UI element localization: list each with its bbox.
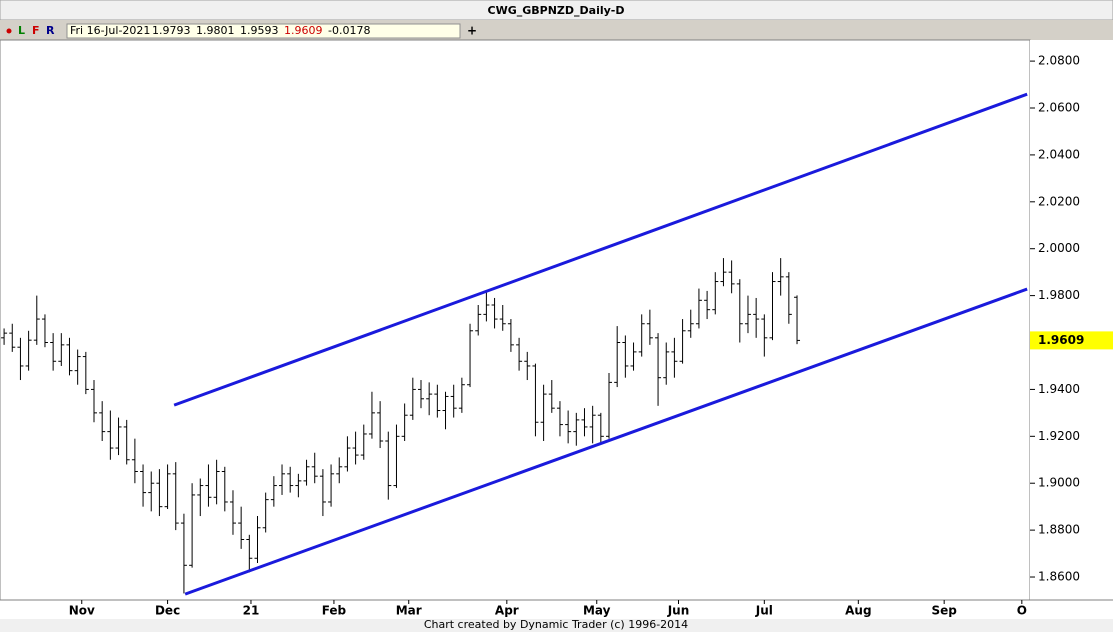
- x-tick-label: May: [583, 604, 611, 618]
- last-price-box: [1030, 331, 1113, 350]
- y-tick-label: 1.8800: [1038, 523, 1080, 537]
- y-tick-label: 1.9800: [1038, 288, 1080, 302]
- toolbar-button[interactable]: R: [46, 24, 55, 37]
- channel-line: [184, 287, 1028, 596]
- x-tick-label: Jun: [667, 604, 690, 618]
- info-high: 1.9801: [196, 24, 235, 37]
- y-axis-area: [1030, 40, 1113, 600]
- x-tick-label: Mar: [396, 604, 422, 618]
- y-tick-label: 2.0400: [1038, 147, 1080, 161]
- info-box: [66, 23, 461, 39]
- info-low: 1.9593: [240, 24, 279, 37]
- info-open: 1.9793: [152, 24, 191, 37]
- x-tick-label: 21: [243, 604, 260, 618]
- x-tick-label: Jul: [755, 604, 773, 618]
- x-tick-label: Feb: [322, 604, 347, 618]
- x-tick-label: O: [1017, 604, 1027, 618]
- y-tick-label: 1.9200: [1038, 429, 1080, 443]
- toolbar-button[interactable]: F: [32, 24, 40, 37]
- y-tick-label: 2.0200: [1038, 194, 1080, 208]
- x-tick-label: Aug: [845, 604, 871, 618]
- x-tick-label: Apr: [495, 604, 519, 618]
- y-tick-label: 2.0600: [1038, 101, 1080, 115]
- y-tick-label: 1.9400: [1038, 382, 1080, 396]
- last-price-label: 1.9609: [1038, 333, 1084, 347]
- y-tick-label: 2.0000: [1038, 241, 1080, 255]
- y-tick-label: 1.8600: [1038, 570, 1080, 584]
- info-change: -0.0178: [328, 24, 370, 37]
- footer-bar: [0, 619, 1113, 632]
- add-button[interactable]: +: [467, 24, 477, 38]
- x-tick-label: Sep: [931, 604, 957, 618]
- y-tick-label: 1.9000: [1038, 476, 1080, 490]
- x-tick-label: Nov: [69, 604, 95, 618]
- channel-line: [173, 92, 1028, 407]
- toolbar-button[interactable]: L: [18, 24, 25, 37]
- chart-title: CWG_GBPNZD_Daily-D: [488, 4, 625, 17]
- x-tick-label: Dec: [155, 604, 180, 618]
- info-date: Fri 16-Jul-2021: [70, 24, 150, 37]
- record-dot[interactable]: [6, 28, 12, 34]
- info-close: 1.9609: [284, 24, 323, 37]
- footer: Chart created by Dynamic Trader (c) 1996…: [424, 618, 688, 631]
- plot-area: [0, 39, 1031, 601]
- y-tick-label: 2.0800: [1038, 54, 1080, 68]
